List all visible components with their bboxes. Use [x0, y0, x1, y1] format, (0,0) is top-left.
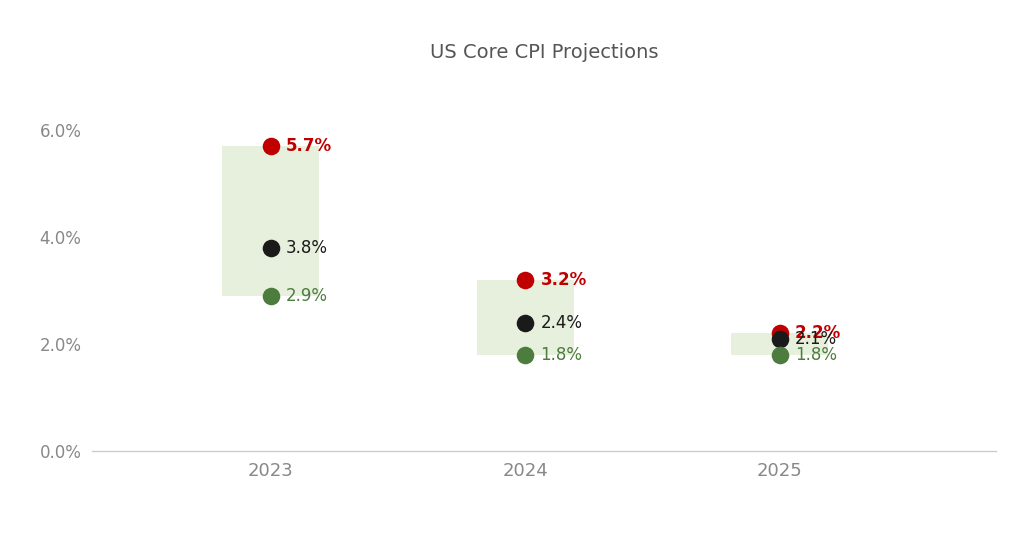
Point — [771, 334, 788, 343]
Point — [517, 318, 533, 327]
Text: 2.4%: 2.4% — [540, 314, 582, 332]
Text: 2.1%: 2.1% — [795, 329, 837, 348]
Bar — [477, 280, 574, 355]
Title: US Core CPI Projections: US Core CPI Projections — [430, 43, 658, 62]
Bar — [731, 333, 828, 355]
Point — [771, 350, 788, 359]
Text: 2.2%: 2.2% — [795, 324, 841, 342]
Point — [263, 292, 279, 300]
Bar — [222, 146, 319, 296]
Text: 5.7%: 5.7% — [286, 137, 332, 155]
Legend: High, Median, Low: High, Median, Low — [395, 544, 693, 550]
Point — [263, 244, 279, 252]
Text: 3.8%: 3.8% — [286, 239, 328, 257]
Point — [517, 276, 533, 284]
Point — [771, 329, 788, 338]
Text: 1.8%: 1.8% — [540, 346, 582, 364]
Text: 1.8%: 1.8% — [795, 346, 837, 364]
Point — [517, 350, 533, 359]
Text: 3.2%: 3.2% — [540, 271, 586, 289]
Text: 2.9%: 2.9% — [286, 287, 328, 305]
Point — [263, 142, 279, 151]
